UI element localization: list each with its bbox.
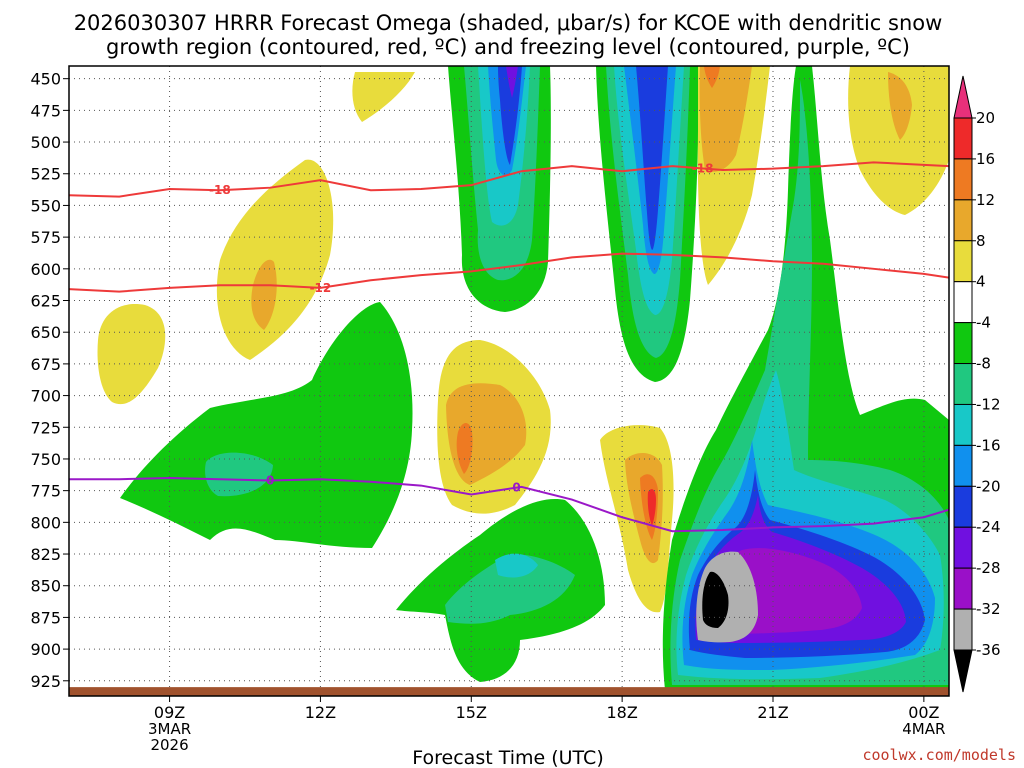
pressure-tick-label: 900	[30, 640, 61, 659]
colorbar-segment	[953, 485, 973, 528]
omega-negative-core	[495, 553, 538, 578]
omega-negative-core	[702, 571, 729, 628]
time-tick-label: 12Z	[305, 703, 336, 722]
colorbar-label: -20	[976, 477, 1001, 495]
pressure-tick-label: 875	[30, 608, 61, 627]
omega-negative-core	[445, 554, 575, 624]
pressure-tick-label: 575	[30, 228, 61, 247]
omega-positive-blob	[216, 159, 334, 360]
pressure-axis: 450 475 500 525 550 575 600 625 650 675 700 725 750 7…	[30, 70, 69, 691]
pressure-tick-label: 500	[30, 133, 61, 152]
isotherm-line	[69, 161, 949, 198]
colorbar-segment	[953, 608, 973, 651]
omega-positive-blob	[848, 66, 949, 215]
pressure-tick-label: 625	[30, 292, 61, 311]
colorbar-segment	[953, 158, 973, 201]
colorbar-segment	[953, 567, 973, 610]
x-axis-label: Forecast Time (UTC)	[412, 747, 603, 768]
isotherm-contours: -18 -18 -12 0 0	[69, 161, 949, 533]
colorbar-label: -16	[976, 436, 1001, 454]
pressure-tick-label: 600	[30, 260, 61, 279]
colorbar-label: 8	[976, 232, 986, 250]
omega-positive-core	[647, 489, 656, 526]
pressure-tick-label: 925	[30, 672, 61, 691]
pressure-tick-label: 750	[30, 450, 61, 469]
pressure-tick-label: 800	[30, 513, 61, 532]
colorbar-bottom-arrow	[953, 649, 973, 693]
colorbar-segment	[953, 199, 973, 242]
date-label: 3MAR	[148, 720, 191, 738]
omega-shading	[97, 66, 949, 690]
omega-negative-core	[205, 452, 273, 497]
year-label: 2026	[150, 736, 188, 754]
colorbar-segment	[953, 363, 973, 405]
time-tick-label: 09Z	[154, 703, 185, 722]
omega-positive-plume	[704, 66, 720, 88]
colorbar-label: -24	[976, 518, 1001, 536]
colorbar-label: -4	[976, 314, 991, 332]
surface-terrain	[69, 687, 949, 696]
colorbar-segment	[953, 240, 973, 283]
pressure-tick-label: 450	[30, 70, 61, 89]
colorbar-label: -32	[976, 600, 1001, 618]
pressure-tick-label: 675	[30, 355, 61, 374]
pressure-tick-label: 525	[30, 165, 61, 184]
time-tick-label: 18Z	[606, 703, 637, 722]
pressure-tick-label: 775	[30, 482, 61, 501]
colorbar-label: 12	[976, 191, 995, 209]
isotherm-label: 0	[512, 481, 520, 495]
colorbar-segment	[953, 322, 973, 365]
omega-negative-plume	[498, 66, 522, 165]
pressure-tick-label: 725	[30, 418, 61, 437]
pressure-tick-label: 700	[30, 387, 61, 406]
colorbar-label: -36	[976, 641, 1001, 659]
date-label: 4MAR	[902, 720, 945, 738]
colorbar-segment	[953, 117, 973, 160]
time-tick-label: 00Z	[908, 703, 939, 722]
omega-positive-plume	[699, 66, 752, 172]
omega-negative-plume	[506, 66, 518, 98]
colorbar-label: 4	[976, 273, 986, 291]
isotherm-label: -18	[209, 183, 231, 197]
omega-positive-core	[888, 72, 912, 140]
plot-area: -18 -18 -12 0 0	[69, 66, 949, 696]
isotherm-label: -12	[310, 281, 332, 295]
omega-negative-plume	[636, 66, 668, 250]
omega-positive-core	[456, 423, 473, 474]
pressure-tick-label: 825	[30, 545, 61, 564]
credit-text: coolwx.com/models	[862, 746, 1016, 764]
omega-positive-blob	[97, 304, 166, 405]
colorbar-segment	[953, 281, 973, 324]
colorbar-label: 20	[976, 109, 995, 127]
colorbar-segment	[953, 526, 973, 569]
colorbar: 20 16 12 8 4 -4 -8 -12 -16 -20 -24 -28 -32 -36	[953, 75, 1001, 693]
colorbar-top-arrow	[953, 75, 973, 119]
pressure-tick-label: 650	[30, 323, 61, 342]
isotherm-label: 0	[266, 474, 274, 488]
colorbar-label: -28	[976, 559, 1001, 577]
isotherm-label: -18	[692, 161, 714, 175]
time-tick-label: 15Z	[456, 703, 487, 722]
time-tick-label: 21Z	[757, 703, 788, 722]
omega-positive-blob	[352, 72, 415, 122]
colorbar-segment	[953, 403, 973, 446]
pressure-tick-label: 550	[30, 196, 61, 215]
pressure-tick-label: 475	[30, 101, 61, 120]
isotherm-line	[69, 252, 949, 293]
colorbar-label: 16	[976, 150, 995, 168]
colorbar-segment	[953, 444, 973, 487]
colorbar-label: -8	[976, 355, 991, 373]
colorbar-label: -12	[976, 395, 1001, 413]
chart-title-line-2: growth region (contoured, red, ºC) and f…	[106, 35, 910, 59]
gridlines	[69, 66, 949, 696]
pressure-tick-label: 850	[30, 577, 61, 596]
omega-positive-core	[251, 259, 277, 330]
chart-title-line-1: 2026030307 HRRR Forecast Omega (shaded, …	[74, 11, 943, 35]
isotherm-line	[69, 476, 949, 533]
plot-border	[68, 65, 950, 697]
